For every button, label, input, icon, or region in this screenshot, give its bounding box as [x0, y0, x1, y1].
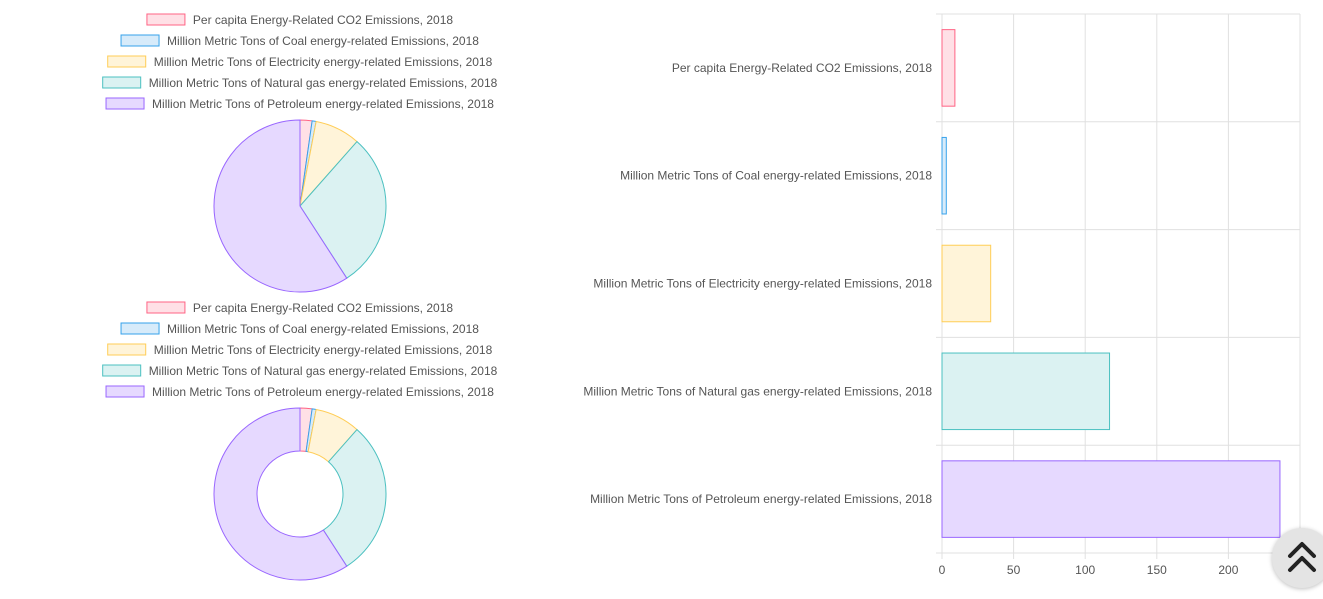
y-tick-label: Million Metric Tons of Natural gas energ…	[583, 384, 932, 398]
x-tick-label: 50	[1007, 563, 1021, 577]
y-tick-label: Million Metric Tons of Electricity energ…	[593, 277, 932, 291]
x-tick-label: 150	[1147, 563, 1167, 577]
legend-label: Million Metric Tons of Electricity energ…	[154, 55, 493, 69]
legend-swatch[interactable]	[146, 301, 186, 314]
bar[interactable]	[941, 460, 1281, 538]
legend-swatch[interactable]	[146, 13, 186, 26]
legend-swatch[interactable]	[107, 343, 147, 356]
bar[interactable]	[941, 352, 1111, 431]
double-chevron-up-icon	[1288, 542, 1316, 572]
bar-chart-svg: Per capita Energy-Related CO2 Emissions,…	[583, 13, 1301, 577]
legend-label: Million Metric Tons of Petroleum energy-…	[152, 385, 494, 399]
y-tick-label: Million Metric Tons of Coal energy-relat…	[620, 169, 932, 183]
legend-swatch[interactable]	[120, 322, 160, 335]
legend-label: Million Metric Tons of Natural gas energ…	[149, 364, 498, 378]
legend-label: Million Metric Tons of Petroleum energy-…	[152, 97, 494, 111]
legend-swatch[interactable]	[102, 364, 142, 377]
pie-chart-svg: Per capita Energy-Related CO2 Emissions,…	[102, 13, 498, 293]
y-tick-label: Million Metric Tons of Petroleum energy-…	[590, 492, 932, 506]
doughnut-chart: Per capita Energy-Related CO2 Emissions,…	[0, 288, 600, 594]
bar[interactable]	[941, 244, 992, 323]
legend-label: Million Metric Tons of Electricity energ…	[154, 343, 493, 357]
pie-chart: Per capita Energy-Related CO2 Emissions,…	[0, 0, 600, 300]
doughnut-chart-svg: Per capita Energy-Related CO2 Emissions,…	[102, 301, 498, 581]
legend-swatch[interactable]	[107, 55, 147, 68]
x-tick-label: 0	[939, 563, 946, 577]
horizontal-bar-chart: Per capita Energy-Related CO2 Emissions,…	[580, 0, 1323, 594]
bar[interactable]	[941, 29, 956, 107]
legend-swatch[interactable]	[105, 385, 145, 398]
bar[interactable]	[941, 136, 947, 215]
legend-swatch[interactable]	[120, 34, 160, 47]
legend-label: Per capita Energy-Related CO2 Emissions,…	[193, 13, 453, 27]
legend-swatch[interactable]	[102, 76, 142, 89]
legend-swatch[interactable]	[105, 97, 145, 110]
y-tick-label: Per capita Energy-Related CO2 Emissions,…	[672, 61, 932, 75]
legend-label: Million Metric Tons of Coal energy-relat…	[167, 322, 479, 336]
legend-label: Million Metric Tons of Coal energy-relat…	[167, 34, 479, 48]
x-tick-label: 200	[1218, 563, 1238, 577]
x-tick-label: 100	[1075, 563, 1095, 577]
pie-slice[interactable]	[213, 119, 348, 293]
legend-label: Million Metric Tons of Natural gas energ…	[149, 76, 498, 90]
legend-label: Per capita Energy-Related CO2 Emissions,…	[193, 301, 453, 315]
doughnut-slice[interactable]	[213, 407, 348, 581]
scroll-to-top-button[interactable]	[1272, 528, 1323, 588]
doughnut-slice[interactable]	[322, 428, 387, 567]
pie-slice[interactable]	[299, 140, 387, 279]
